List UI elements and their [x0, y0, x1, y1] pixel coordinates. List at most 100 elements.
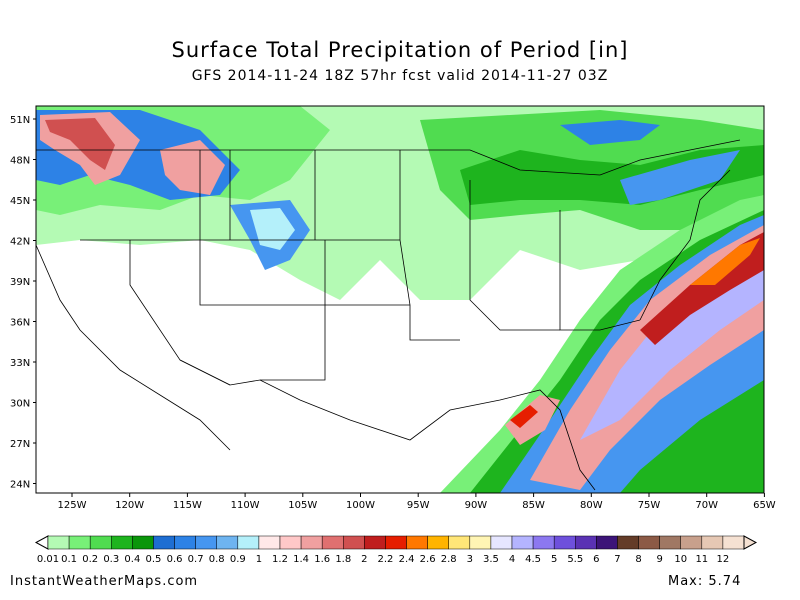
lat-tick-label: 48N: [10, 156, 30, 167]
colorbar-label: 12: [717, 554, 730, 565]
lon-tick-label: 95W: [407, 500, 430, 511]
lat-tick-label: 39N: [10, 277, 30, 288]
colorbar-swatch: [680, 535, 703, 550]
great-lakes-blue: [560, 120, 660, 145]
max-readout: Max: 5.74: [668, 574, 741, 589]
coastal-orange-core: [690, 238, 760, 285]
colorbar-label: 0.8: [209, 554, 225, 565]
lat-tick-label: 30N: [10, 399, 30, 410]
colorbar-label: 9: [656, 554, 662, 565]
lon-tick-label: 105W: [288, 500, 317, 511]
colorbar-label: 1: [256, 554, 262, 565]
colorbar-label: 1.4: [293, 554, 309, 565]
colorbar-swatch: [174, 535, 196, 550]
colorbar-swatch: [364, 535, 386, 550]
colorbar-label: 2.4: [399, 554, 415, 565]
rockies-light-blue: [250, 208, 295, 250]
colorbar-swatch: [532, 535, 555, 550]
colorbar-left-arrow: [34, 535, 49, 550]
colorbar-swatch: [575, 535, 597, 550]
colorbar-swatch: [111, 535, 133, 550]
colorbar-swatch: [300, 535, 323, 550]
colorbar-swatch: [617, 535, 639, 550]
colorbar-label: 3: [467, 554, 473, 565]
lon-tick-label: 125W: [58, 500, 87, 511]
colorbar-swatch: [89, 535, 112, 550]
lat-tick-label: 51N: [10, 115, 30, 126]
colorbar-label: 2: [361, 554, 367, 565]
colorbar-swatch: [701, 535, 724, 550]
colorbar-swatch: [153, 535, 175, 550]
colorbar-swatch: [553, 535, 576, 550]
colorbar-swatch: [659, 535, 681, 550]
lat-tick-label: 42N: [10, 237, 30, 248]
colorbar-swatch: [490, 535, 513, 550]
northeast-blue: [620, 150, 740, 205]
colorbar-label: 6: [593, 554, 599, 565]
colorbar-label: 0.6: [167, 554, 183, 565]
lat-tick-label: 33N: [10, 358, 30, 369]
colorbar-label: 0.7: [188, 554, 204, 565]
lat-tick-label: 24N: [10, 480, 30, 491]
colorbar-swatch: [132, 535, 154, 550]
lat-tick-label: 45N: [10, 196, 30, 207]
colorbar-label: 0.01: [37, 554, 59, 565]
colorbar-label: 5.5: [567, 554, 583, 565]
colorbar-swatch: [385, 535, 407, 550]
colorbar-label: 5: [551, 554, 557, 565]
colorbar-label: 7: [614, 554, 620, 565]
colorbar-swatch: [68, 535, 91, 550]
colorbar-label: 1.8: [335, 554, 351, 565]
site-credit: InstantWeatherMaps.com: [10, 574, 199, 589]
lon-tick-label: 85W: [522, 500, 545, 511]
lon-tick-label: 120W: [115, 500, 144, 511]
lon-tick-label: 110W: [231, 500, 260, 511]
colorbar-swatch: [448, 535, 471, 550]
colorbar-swatch: [237, 535, 260, 550]
colorbar-swatch: [195, 535, 217, 550]
colorbar-swatch: [638, 535, 660, 550]
colorbar-label: 8: [635, 554, 641, 565]
colorbar-label: 1.6: [314, 554, 330, 565]
florida-pink: [505, 395, 560, 445]
montana-pink: [160, 140, 225, 195]
max-label: Max:: [668, 574, 704, 589]
lon-tick-label: 90W: [465, 500, 488, 511]
colorbar-right-arrow: [743, 535, 758, 550]
colorbar-label: 4.5: [525, 554, 541, 565]
precipitation-fields: [36, 106, 764, 493]
colorbar-label: 10: [674, 554, 687, 565]
lon-tick-label: 100W: [346, 500, 375, 511]
colorbar-label: 2.2: [378, 554, 394, 565]
lat-tick-label: 27N: [10, 439, 30, 450]
colorbar-swatch: [279, 535, 302, 550]
longitude-axis: 125W 120W 115W 110W 105W 100W 95W 90W 85W 80W 75W 7…: [58, 493, 776, 511]
lon-tick-label: 80W: [580, 500, 603, 511]
colorbar: 0.01 0.1 0.2 0.3 0.4 0.5 0.6 0.7 0.8 0.9 1 1.2 1.4 1.…: [34, 535, 758, 565]
colorbar-swatch: [321, 535, 344, 550]
lat-tick-label: 36N: [10, 318, 30, 329]
colorbar-label: 0.5: [146, 554, 162, 565]
map-frame: [35, 105, 765, 494]
colorbar-label: 4: [509, 554, 515, 565]
colorbar-label: 3.5: [483, 554, 499, 565]
lon-tick-label: 70W: [695, 500, 718, 511]
state-boundaries: [35, 139, 741, 491]
max-value: 5.74: [708, 574, 742, 589]
colorbar-swatch: [427, 535, 449, 550]
colorbar-swatch: [216, 535, 239, 550]
colorbar-label: 0.2: [82, 554, 98, 565]
map-subtitle: GFS 2014-11-24 18Z 57hr fcst valid 2014-…: [191, 68, 609, 84]
colorbar-swatch: [469, 535, 492, 550]
colorbar-label: 0.1: [61, 554, 77, 565]
colorbar-swatch: [47, 535, 70, 550]
lon-tick-label: 75W: [638, 500, 661, 511]
colorbar-swatch: [511, 535, 534, 550]
colorbar-label: 11: [695, 554, 708, 565]
colorbar-swatch: [343, 535, 365, 550]
colorbar-swatch: [258, 535, 281, 550]
colorbar-swatch: [406, 535, 428, 550]
colorbar-label: 1.2: [272, 554, 288, 565]
colorbar-label: 2.8: [441, 554, 457, 565]
